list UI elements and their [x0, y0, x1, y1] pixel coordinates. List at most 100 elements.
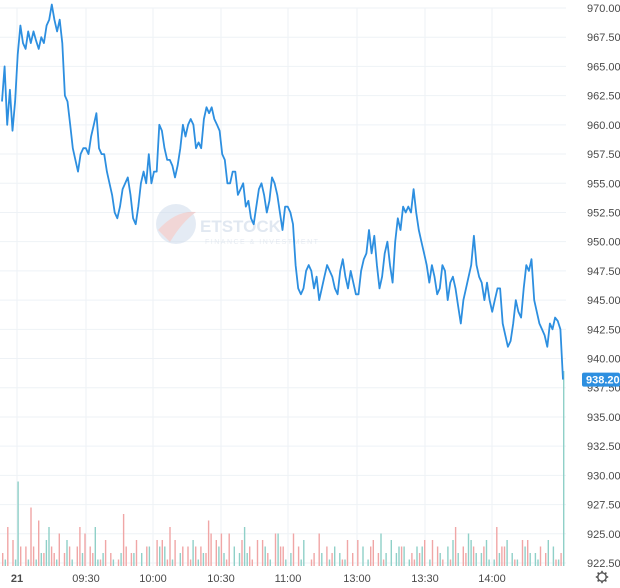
volume-bar [431, 540, 434, 566]
volume-bar [290, 553, 292, 566]
volume-bar [493, 559, 495, 566]
volume-bar [195, 546, 197, 566]
volume-bar [148, 546, 151, 566]
volume-bar [202, 553, 205, 566]
volume-bar [480, 553, 483, 566]
volume-bar [429, 559, 431, 566]
volume-bar [563, 371, 565, 566]
volume-bar [367, 559, 369, 566]
y-tick-label: 960.00 [587, 120, 620, 132]
volume-bar [377, 553, 380, 566]
volume-bar [4, 559, 6, 566]
volume-bar [395, 553, 398, 566]
volume-bar [447, 546, 449, 566]
y-tick-label: 952.50 [587, 207, 620, 219]
gear-tooth [604, 579, 607, 582]
volume-bar [133, 553, 135, 566]
volume-bar [27, 559, 30, 566]
volume-bar [465, 553, 467, 566]
volume-bar [277, 533, 279, 566]
volume-bar [488, 559, 490, 566]
volume-bar [125, 546, 127, 566]
volume-bar [516, 559, 519, 566]
gear-tooth [597, 572, 600, 575]
volume-bar [43, 553, 45, 566]
volume-bar [436, 546, 439, 566]
volume-bar [50, 546, 53, 566]
volume-bar [326, 546, 328, 566]
watermark-tagline: FINANCE & INVESTMENT [205, 239, 319, 246]
y-tick-label: 970.00 [587, 3, 620, 15]
volume-bar [328, 559, 331, 566]
watermark: ETSTOCK FINANCE & INVESTMENT [156, 204, 319, 246]
x-tick-label: 11:00 [275, 573, 302, 585]
volume-bar [81, 553, 84, 566]
last-price-value: 938.20 [586, 375, 620, 387]
y-tick-label: 955.00 [587, 178, 620, 190]
volume-bar [94, 527, 96, 566]
volume-bar [529, 553, 531, 566]
volume-bar [416, 546, 418, 566]
volume-bar [472, 546, 475, 566]
gear-icon[interactable] [597, 572, 607, 582]
volume-bar [457, 553, 459, 566]
y-tick-label: 950.00 [587, 237, 620, 249]
volume-bar [35, 559, 37, 566]
chart-grid [0, 7, 566, 566]
volume-bar [48, 527, 50, 566]
volume-bar [552, 546, 555, 566]
y-tick-label: 965.00 [587, 61, 620, 73]
x-tick-label: 10:30 [207, 573, 235, 585]
volume-bar [171, 559, 174, 566]
volume-bar [256, 540, 259, 566]
volume-bar [467, 533, 470, 566]
y-tick-label: 922.50 [587, 558, 620, 570]
volume-bar [382, 559, 385, 566]
volume-bar [2, 553, 4, 566]
volume-bar [339, 553, 341, 566]
volume-bar [243, 527, 246, 566]
y-tick-label: 935.00 [587, 412, 620, 424]
volume-bar [164, 546, 166, 566]
volume-bar [146, 546, 148, 566]
volume-bar [370, 546, 372, 566]
x-tick-label: 13:30 [411, 573, 439, 585]
volume-bar [174, 540, 176, 566]
volume-bar [7, 527, 9, 566]
volume-bar [238, 553, 241, 566]
volume-bar [475, 553, 477, 566]
volume-bar [357, 540, 359, 566]
volume-bar [56, 559, 58, 566]
volume-bar [439, 553, 441, 566]
volume-bar [310, 559, 313, 566]
volume-bar [411, 553, 413, 566]
volume-bar [53, 553, 55, 566]
x-tick-label: 09:30 [72, 573, 100, 585]
volume-bar [215, 540, 217, 566]
gear-tooth [597, 579, 600, 582]
volume-bar [264, 546, 266, 566]
y-tick-label: 930.00 [587, 470, 620, 482]
y-tick-label: 927.50 [587, 500, 620, 512]
volume-bar [292, 533, 295, 566]
settings-button[interactable] [595, 570, 609, 584]
volume-bar [362, 546, 364, 566]
volume-bar [344, 559, 346, 566]
volume-bar [99, 559, 102, 566]
volume-bar [233, 546, 235, 566]
volume-bar [249, 546, 251, 566]
gear-icon-teeth [595, 570, 609, 584]
volume-bar [267, 553, 269, 566]
volume-bar [421, 546, 423, 566]
volume-bar [89, 546, 91, 566]
volume-bar [555, 559, 557, 566]
volume-bar [313, 553, 315, 566]
volume-bar [241, 540, 243, 566]
volume-bar [524, 546, 526, 566]
volume-bar [58, 533, 60, 566]
volume-bar [104, 540, 107, 566]
time-axis[interactable]: 21 09:30 10:00 10:30 11:00 13:00 13:30 14:00 [11, 573, 506, 585]
price-axis[interactable]: 970.00 967.50 965.00 962.50 960.00 957.50 955.… [587, 3, 620, 570]
volume-bar [534, 553, 537, 566]
